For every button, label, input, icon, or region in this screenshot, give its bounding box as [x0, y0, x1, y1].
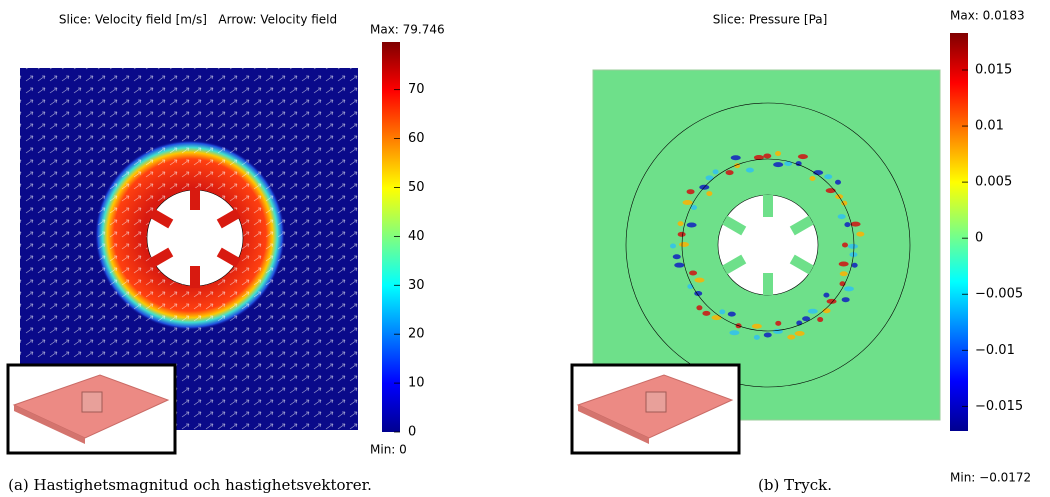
caption: (b) Tryck. — [758, 476, 832, 494]
colorbar-tick-label: 0.015 — [975, 62, 1012, 77]
colorbar-tick-label: 0.01 — [975, 119, 1004, 134]
colorbar-tick-label: 0 — [975, 231, 983, 246]
spot — [731, 155, 741, 160]
spot — [773, 162, 783, 167]
spot — [844, 222, 850, 227]
spot — [713, 169, 719, 174]
colorbar-tick-label: 0.005 — [975, 175, 1012, 190]
spot — [702, 311, 710, 316]
spoke — [190, 188, 200, 210]
spot — [754, 335, 760, 340]
figure: Slice: Velocity field [m/s] Arrow: Veloc… — [0, 0, 1050, 497]
spot — [839, 261, 849, 266]
spot — [817, 317, 823, 322]
spot — [823, 293, 829, 298]
spot — [852, 263, 858, 268]
spot — [728, 312, 736, 317]
spot — [826, 188, 836, 193]
spot — [696, 305, 702, 310]
spot — [746, 168, 754, 173]
colorbar-tick-label: 10 — [408, 376, 425, 391]
spot — [809, 176, 815, 181]
caption: (a) Hastighetsmagnitud och hastighetsvek… — [8, 476, 372, 494]
spot — [808, 309, 818, 314]
colorbar-tick-label: 0 — [408, 425, 416, 440]
panel-title: Slice: Pressure [Pa] — [713, 13, 828, 27]
spot — [795, 331, 805, 336]
spot — [706, 191, 712, 196]
spot — [844, 286, 854, 291]
spot — [835, 180, 841, 185]
spot — [673, 254, 681, 259]
spot — [798, 154, 808, 159]
spot — [775, 321, 781, 326]
inset-rotor — [82, 392, 102, 412]
spot — [678, 221, 684, 226]
spot — [842, 243, 848, 248]
spot — [842, 297, 850, 302]
panel-a: Slice: Velocity field [m/s] Arrow: Veloc… — [8, 13, 400, 454]
spot — [687, 222, 697, 227]
spot — [712, 315, 722, 320]
colorbar-min: Min: −0.0172 — [950, 471, 1031, 485]
spot — [691, 205, 697, 210]
spot — [694, 278, 704, 283]
spot — [787, 335, 795, 340]
colorbar-tick-label: 50 — [408, 180, 425, 195]
colorbar-tick-label: 40 — [408, 229, 425, 244]
colorbar-min: Min: 0 — [370, 443, 407, 457]
spot — [838, 214, 846, 219]
spot — [678, 232, 686, 237]
colorbar-tick-label: 30 — [408, 278, 425, 293]
spot — [674, 263, 684, 268]
colorbar-max: Max: 79.746 — [370, 23, 445, 37]
spot — [719, 309, 725, 314]
spot — [840, 271, 848, 276]
colorbar-tick-label: 70 — [408, 82, 425, 97]
colorbar-tick-label: 60 — [408, 131, 425, 146]
panel-title: Slice: Velocity field [m/s] Arrow: Veloc… — [59, 13, 337, 27]
spot — [763, 154, 771, 159]
spoke — [763, 273, 773, 295]
colorbar-tick-label: 20 — [408, 327, 425, 342]
colorbar-tick-label: −0.005 — [975, 287, 1023, 302]
spot — [679, 242, 689, 247]
spot — [848, 244, 858, 249]
spot — [729, 330, 739, 335]
spot — [764, 332, 772, 337]
panel-b: Slice: Pressure [Pa] — [572, 13, 968, 454]
spot — [775, 151, 781, 156]
spot — [726, 170, 734, 175]
colorbar-tick-label: −0.01 — [975, 343, 1015, 358]
spot — [824, 174, 832, 179]
spoke — [763, 195, 773, 217]
spot — [683, 200, 693, 205]
spot — [752, 324, 762, 329]
colorbar-max: Max: 0.0183 — [950, 9, 1025, 23]
colorbar — [950, 33, 968, 431]
colorbar — [382, 42, 400, 432]
spot — [784, 161, 792, 166]
spot — [856, 232, 864, 237]
spot — [796, 320, 802, 325]
spoke — [190, 266, 200, 288]
spot — [687, 189, 695, 194]
inset-rotor — [646, 392, 666, 412]
spot — [670, 244, 676, 249]
colorbar-tick-label: −0.015 — [975, 399, 1023, 414]
spot — [689, 270, 697, 275]
